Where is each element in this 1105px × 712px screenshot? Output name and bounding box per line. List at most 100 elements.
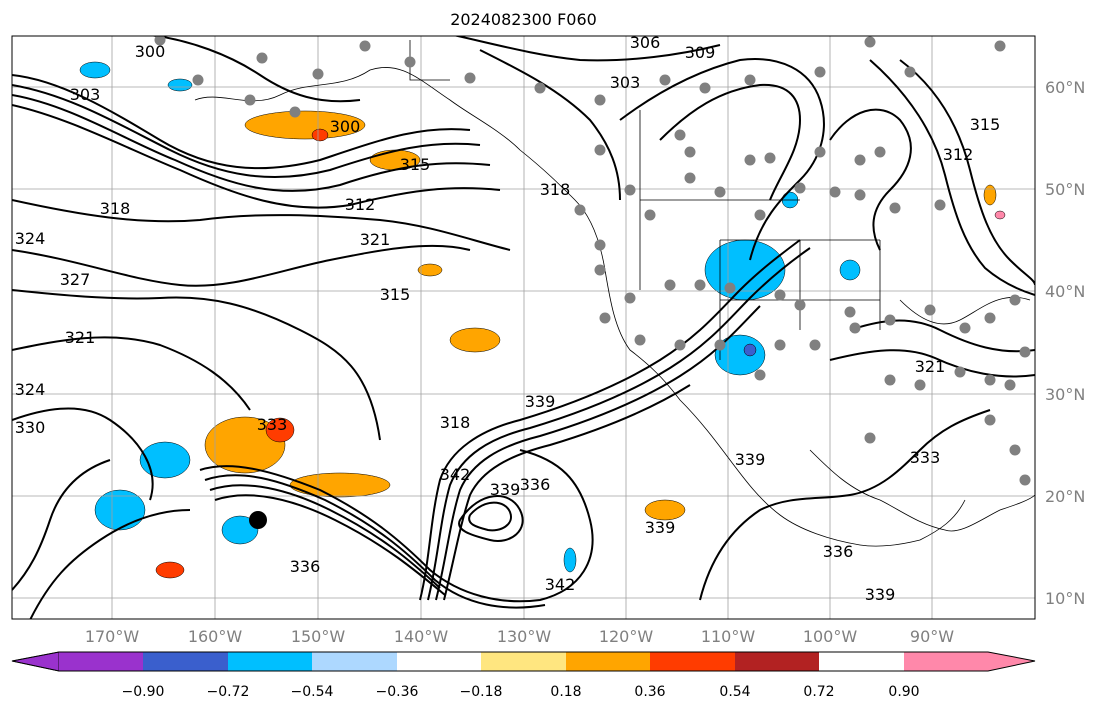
station-dot bbox=[404, 56, 416, 68]
contour-label: 342 bbox=[440, 465, 471, 484]
lon-label-150w: 150°W bbox=[290, 627, 346, 646]
colorbar-tick: −0.54 bbox=[290, 684, 334, 700]
shaded-region bbox=[94, 489, 146, 531]
station-dot bbox=[744, 154, 756, 166]
station-dot bbox=[864, 432, 876, 444]
station-dot bbox=[829, 186, 841, 198]
station-dot bbox=[814, 146, 826, 158]
station-dot bbox=[1009, 294, 1021, 306]
colorbar-segment bbox=[143, 652, 228, 671]
map-area: 300 303 306 309 303 300 315 312 318 321 324 327 315 3… bbox=[12, 33, 1035, 619]
contour-label: 312 bbox=[345, 195, 376, 214]
shaded-region bbox=[743, 343, 757, 357]
station-dot bbox=[664, 279, 676, 291]
lon-label-90w: 90°W bbox=[909, 627, 955, 646]
colorbar-tick: −0.36 bbox=[375, 684, 419, 700]
graticule bbox=[12, 36, 1035, 619]
colorbar-segment bbox=[397, 652, 481, 671]
station-dot bbox=[764, 152, 776, 164]
station-dot bbox=[644, 209, 656, 221]
colorbar-tick: −0.90 bbox=[121, 684, 165, 700]
contour-label: 339 bbox=[645, 518, 676, 537]
station-dot bbox=[256, 52, 268, 64]
colorbar bbox=[11, 651, 1036, 672]
colorbar-segment bbox=[650, 652, 735, 671]
colorbar-extend-high bbox=[904, 652, 1035, 671]
shaded-region bbox=[644, 499, 686, 521]
shaded-region bbox=[204, 416, 286, 474]
lat-label-20n: 20°N bbox=[1045, 487, 1086, 506]
station-dot bbox=[754, 209, 766, 221]
station-dot bbox=[289, 106, 301, 118]
station-dot bbox=[594, 239, 606, 251]
lat-label-50n: 50°N bbox=[1045, 180, 1086, 199]
lon-label-140w: 140°W bbox=[393, 627, 449, 646]
station-dot bbox=[312, 68, 324, 80]
colorbar-tick: 0.54 bbox=[719, 684, 751, 700]
colorbar-tick: 0.72 bbox=[803, 684, 835, 700]
contour-label: 315 bbox=[400, 155, 431, 174]
station-dot bbox=[674, 129, 686, 141]
contour-label: 318 bbox=[100, 199, 131, 218]
station-dot bbox=[1009, 444, 1021, 456]
station-dot bbox=[192, 74, 204, 86]
contour-label: 318 bbox=[540, 180, 571, 199]
station-dot bbox=[594, 144, 606, 156]
shaded-region bbox=[139, 441, 191, 479]
station-dot bbox=[744, 74, 756, 86]
station-dot bbox=[674, 339, 686, 351]
lat-label-10n: 10°N bbox=[1045, 589, 1086, 608]
colorbar-segment bbox=[59, 652, 143, 671]
lon-label-120w: 120°W bbox=[598, 627, 654, 646]
station-dot bbox=[774, 339, 786, 351]
station-dot bbox=[1019, 346, 1031, 358]
station-dot bbox=[914, 379, 926, 391]
shaded-region bbox=[839, 259, 861, 281]
station-dot bbox=[714, 339, 726, 351]
contour-label-group: 300 303 306 309 303 300 315 312 318 321 324 327 315 3… bbox=[15, 33, 1001, 604]
shaded-region bbox=[244, 110, 366, 140]
station-dot bbox=[994, 40, 1006, 52]
station-dot bbox=[884, 374, 896, 386]
station-dot bbox=[849, 322, 861, 334]
station-dots bbox=[154, 36, 1031, 486]
contour-label: 339 bbox=[490, 480, 521, 499]
shaded-region bbox=[449, 327, 501, 353]
contour-label: 321 bbox=[65, 328, 96, 347]
station-dot bbox=[794, 182, 806, 194]
station-dot bbox=[1019, 474, 1031, 486]
contour-label: 321 bbox=[360, 230, 391, 249]
shaded-region bbox=[167, 78, 193, 92]
station-dot bbox=[854, 154, 866, 166]
station-dot bbox=[594, 94, 606, 106]
colorbar-outline bbox=[11, 651, 1036, 672]
shaded-region bbox=[155, 561, 185, 579]
shaded-region bbox=[221, 515, 259, 545]
colorbar-tick: 0.36 bbox=[634, 684, 666, 700]
contour-label: 306 bbox=[630, 33, 661, 52]
contour-label: 327 bbox=[60, 270, 91, 289]
station-dot bbox=[624, 184, 636, 196]
station-dot bbox=[774, 289, 786, 301]
station-dot bbox=[599, 312, 611, 324]
station-dot bbox=[244, 94, 256, 106]
station-dot bbox=[754, 369, 766, 381]
station-dot bbox=[844, 306, 856, 318]
contour-label: 312 bbox=[943, 145, 974, 164]
colorbar-tick: 0.90 bbox=[888, 684, 920, 700]
contour-label: 336 bbox=[290, 557, 321, 576]
contour-label: 300 bbox=[135, 42, 166, 61]
contour-label: 339 bbox=[865, 585, 896, 604]
contour-label: 315 bbox=[380, 285, 411, 304]
shaded-region bbox=[265, 417, 295, 443]
map-title: 2024082300 F060 bbox=[450, 10, 597, 29]
contour-label: 336 bbox=[823, 542, 854, 561]
shaded-region bbox=[79, 61, 111, 79]
station-dot bbox=[959, 322, 971, 334]
colorbar-segment bbox=[566, 652, 650, 671]
station-dot bbox=[359, 40, 371, 52]
colorbar-tick: −0.18 bbox=[459, 684, 503, 700]
station-dot bbox=[694, 279, 706, 291]
station-dot bbox=[624, 292, 636, 304]
